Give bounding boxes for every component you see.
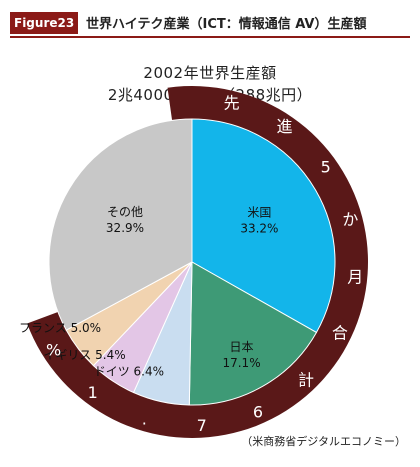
annotation-char-8: 7	[197, 416, 207, 435]
annotation-char-9: .	[142, 409, 147, 428]
pie-slice-1	[188, 261, 318, 406]
annotation-char-0: 先	[224, 93, 240, 112]
slice-label-value-5: 32.9%	[106, 221, 144, 235]
annotation-char-1: 進	[276, 117, 292, 136]
chart-title-line-1: 2002年世界生産額	[143, 64, 277, 82]
annotation-char-11: %	[46, 340, 61, 359]
slice-label-2: ドイツ 6.4%	[94, 364, 164, 378]
annotation-char-10: 1	[88, 383, 98, 402]
annotation-char-5: 合	[332, 323, 348, 342]
header-rule	[10, 36, 410, 38]
annotation-char-2: 5	[321, 158, 331, 177]
annotation-char-3: か	[342, 210, 358, 229]
pie-slice-5	[48, 118, 193, 331]
slice-label-value-1: 17.1%	[222, 356, 260, 370]
slice-label-4: フランス 5.0%	[19, 321, 101, 335]
slice-label-name-5: その他	[107, 205, 143, 219]
figure-label: Figure23	[10, 12, 79, 34]
annotation-char-7: 6	[253, 403, 263, 422]
pie-slice-0	[191, 118, 336, 334]
source-note: （米商務省デジタルエコノミー）	[241, 435, 406, 448]
annotation-char-4: 月	[347, 268, 363, 287]
annotation-char-6: 計	[298, 370, 314, 389]
slice-label-value-0: 33.2%	[240, 222, 278, 236]
slice-label-name-1: 日本	[230, 340, 254, 354]
slice-label-name-0: 米国	[247, 206, 271, 220]
slice-label-3: イギリス 5.4%	[43, 348, 125, 362]
figure-title: 世界ハイテク産業（ICT：情報通信 AV）生産額	[86, 17, 367, 32]
figure-header: Figure23 世界ハイテク産業（ICT：情報通信 AV）生産額	[10, 10, 410, 38]
